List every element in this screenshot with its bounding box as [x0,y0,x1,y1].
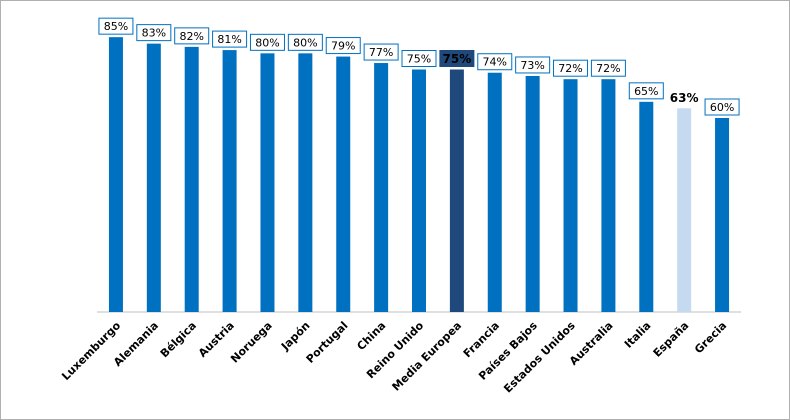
label-box [249,33,285,51]
value-label: 85% [104,20,128,33]
value-label: 83% [142,27,166,40]
label-box [704,98,740,116]
bar [601,79,616,312]
label-box [515,56,551,74]
value-label: 75% [407,53,431,66]
label-box [136,24,172,42]
label-box [325,37,361,55]
bar [525,75,540,312]
bar [336,56,351,312]
bar [184,46,199,312]
label-box [174,27,210,45]
value-label: 72% [596,62,620,75]
bar [260,53,275,312]
label-box [287,33,323,51]
bar [487,72,502,312]
label-box [439,50,475,67]
value-label: 73% [520,59,544,72]
value-label: 75% [443,52,472,66]
label-box [477,53,513,71]
value-label: 80% [255,36,279,49]
label-box [553,59,589,77]
label-box [98,17,134,35]
bar [449,69,464,312]
label-box [363,43,399,61]
bar [715,118,730,312]
bar [298,53,313,312]
bar [374,63,389,313]
bar [222,50,237,312]
bar [108,37,123,313]
bar [639,101,654,312]
value-label: 72% [558,62,582,75]
label-box [590,59,626,77]
value-label: 74% [483,56,507,69]
value-label: 77% [369,46,393,59]
bar [146,43,161,313]
bar [677,108,692,312]
value-label: 80% [293,36,317,49]
value-label: 81% [217,33,241,46]
value-label: 63% [670,91,699,105]
value-label: 60% [710,101,734,114]
value-label: 82% [179,30,203,43]
label-box [628,82,664,100]
bar [563,79,578,312]
bar [412,69,426,312]
value-label: 79% [331,40,355,53]
label-box [401,50,437,67]
label-box [212,30,248,48]
value-label: 65% [634,85,658,98]
